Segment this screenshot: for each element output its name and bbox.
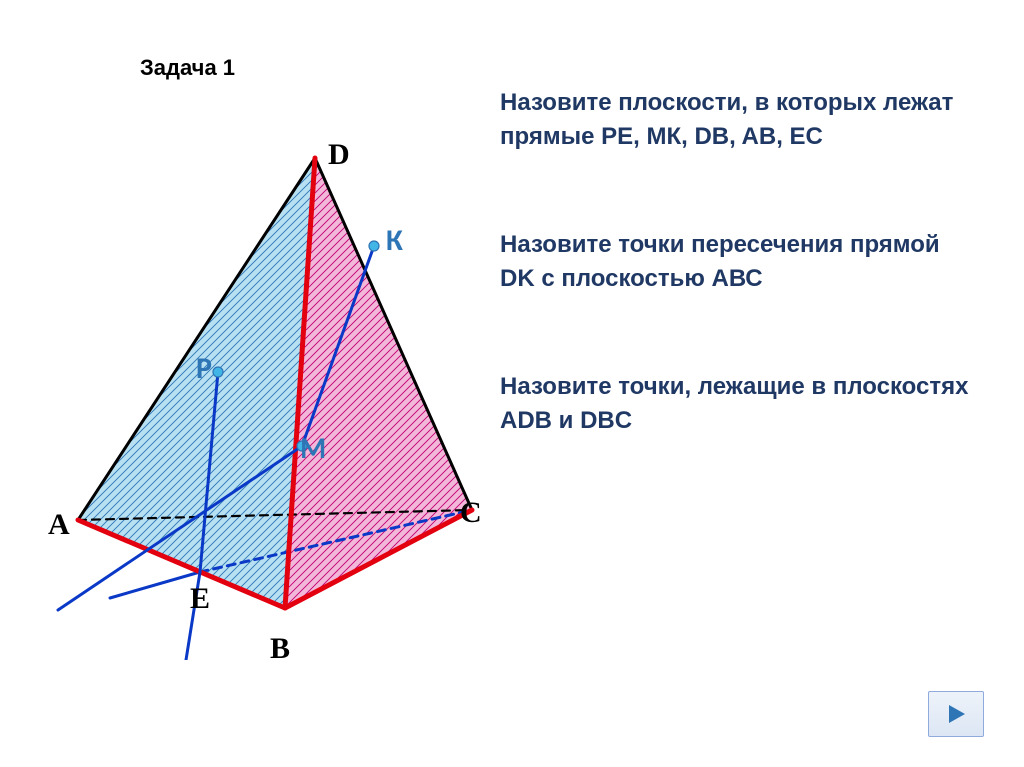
next-slide-button[interactable] bbox=[928, 691, 984, 737]
label-E: E bbox=[190, 582, 210, 616]
problem-title: Задача 1 bbox=[140, 55, 235, 81]
label-C: C bbox=[460, 496, 482, 530]
question-2: Назовите точки пересечения прямой DK с п… bbox=[500, 228, 980, 295]
label-P: Р bbox=[196, 350, 212, 387]
play-icon bbox=[943, 701, 969, 727]
question-1: Назовите плоскости, в которых лежат прям… bbox=[500, 86, 980, 153]
diagram-svg bbox=[40, 140, 500, 660]
tetrahedron-diagram bbox=[40, 140, 500, 660]
question-3: Назовите точки, лежащие в плоскостях АDB… bbox=[500, 370, 980, 437]
label-D: D bbox=[328, 138, 350, 172]
label-M: М bbox=[300, 430, 326, 467]
label-B: B bbox=[270, 632, 290, 666]
label-A: A bbox=[48, 508, 70, 542]
label-K: К bbox=[386, 222, 403, 259]
